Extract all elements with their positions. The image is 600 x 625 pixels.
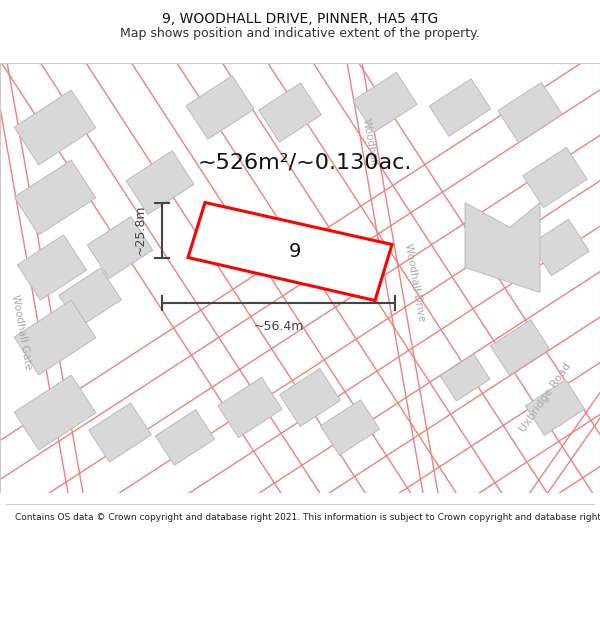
Polygon shape — [490, 320, 550, 375]
Polygon shape — [14, 375, 96, 450]
Text: Woodhall Gate: Woodhall Gate — [10, 294, 34, 371]
Polygon shape — [259, 83, 322, 142]
Polygon shape — [523, 148, 587, 208]
Polygon shape — [218, 378, 282, 438]
Polygon shape — [429, 79, 491, 136]
Polygon shape — [353, 72, 417, 132]
Text: ~25.8m: ~25.8m — [133, 205, 146, 255]
Polygon shape — [188, 202, 392, 301]
Polygon shape — [186, 76, 254, 139]
Polygon shape — [440, 354, 490, 401]
Polygon shape — [465, 202, 540, 292]
Polygon shape — [14, 160, 96, 235]
Polygon shape — [126, 151, 194, 214]
Text: Uxbridge Road: Uxbridge Road — [517, 361, 572, 434]
Polygon shape — [526, 380, 584, 435]
Polygon shape — [59, 268, 121, 327]
Polygon shape — [17, 235, 86, 300]
Text: Woodhall: Woodhall — [361, 118, 379, 167]
Polygon shape — [88, 217, 152, 278]
Text: ~56.4m: ~56.4m — [253, 321, 304, 334]
Polygon shape — [14, 90, 96, 165]
Text: ~526m²/~0.130ac.: ~526m²/~0.130ac. — [198, 152, 412, 173]
Polygon shape — [280, 369, 340, 426]
Polygon shape — [498, 82, 562, 142]
Text: 9: 9 — [289, 242, 301, 261]
Polygon shape — [155, 410, 215, 465]
Polygon shape — [14, 300, 96, 375]
Polygon shape — [89, 403, 151, 462]
Text: Woodhall Drive: Woodhall Drive — [403, 242, 427, 322]
Text: Contains OS data © Crown copyright and database right 2021. This information is : Contains OS data © Crown copyright and d… — [15, 512, 600, 521]
Polygon shape — [531, 219, 589, 276]
Polygon shape — [320, 400, 380, 455]
Text: Map shows position and indicative extent of the property.: Map shows position and indicative extent… — [120, 27, 480, 39]
Text: 9, WOODHALL DRIVE, PINNER, HA5 4TG: 9, WOODHALL DRIVE, PINNER, HA5 4TG — [162, 12, 438, 26]
